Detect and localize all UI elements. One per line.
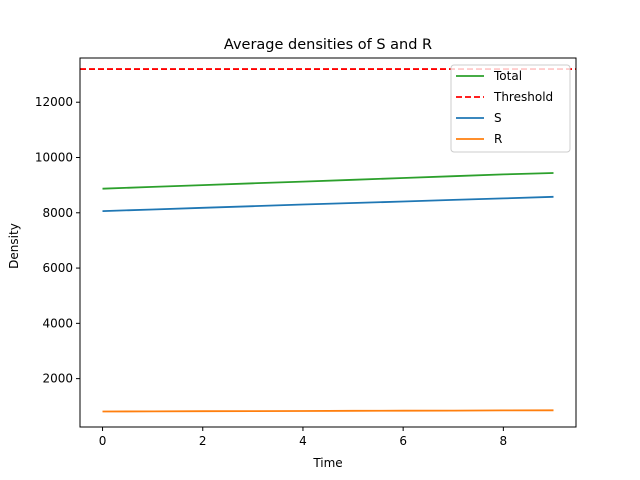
series-line-s [102, 195, 554, 212]
legend-label-r: R [494, 132, 502, 146]
x-tick-label: 2 [199, 434, 207, 448]
series-line-total [102, 172, 554, 190]
x-tick-label: 0 [99, 434, 107, 448]
x-tick-label: 8 [500, 434, 508, 448]
plot-area [80, 68, 576, 413]
legend-label-threshold: Threshold [493, 90, 553, 104]
series-line-r [102, 409, 554, 413]
y-tick-label: 4000 [42, 316, 73, 330]
y-axis-label: Density [7, 223, 21, 269]
legend: Total Threshold SR [450, 64, 571, 153]
x-tick-label: 6 [399, 434, 407, 448]
legend-label-total: Total [493, 69, 522, 83]
y-tick-label: 6000 [42, 261, 73, 275]
y-tick-label: 8000 [42, 206, 73, 220]
legend-label-s: S [494, 111, 502, 125]
axes: 0 2 4 6 8 2000 4000 6000 8000 10000 12000 [35, 57, 577, 448]
x-tick-label: 4 [299, 434, 307, 448]
chart-title: Average densities of S and R [224, 37, 432, 53]
axes-frame [79, 57, 577, 428]
y-tick-label: 12000 [35, 95, 73, 109]
x-axis-label: Time [312, 456, 342, 470]
legend-box [450, 64, 571, 153]
y-tick-label: 10000 [35, 151, 73, 165]
y-tick-label: 2000 [42, 372, 73, 386]
